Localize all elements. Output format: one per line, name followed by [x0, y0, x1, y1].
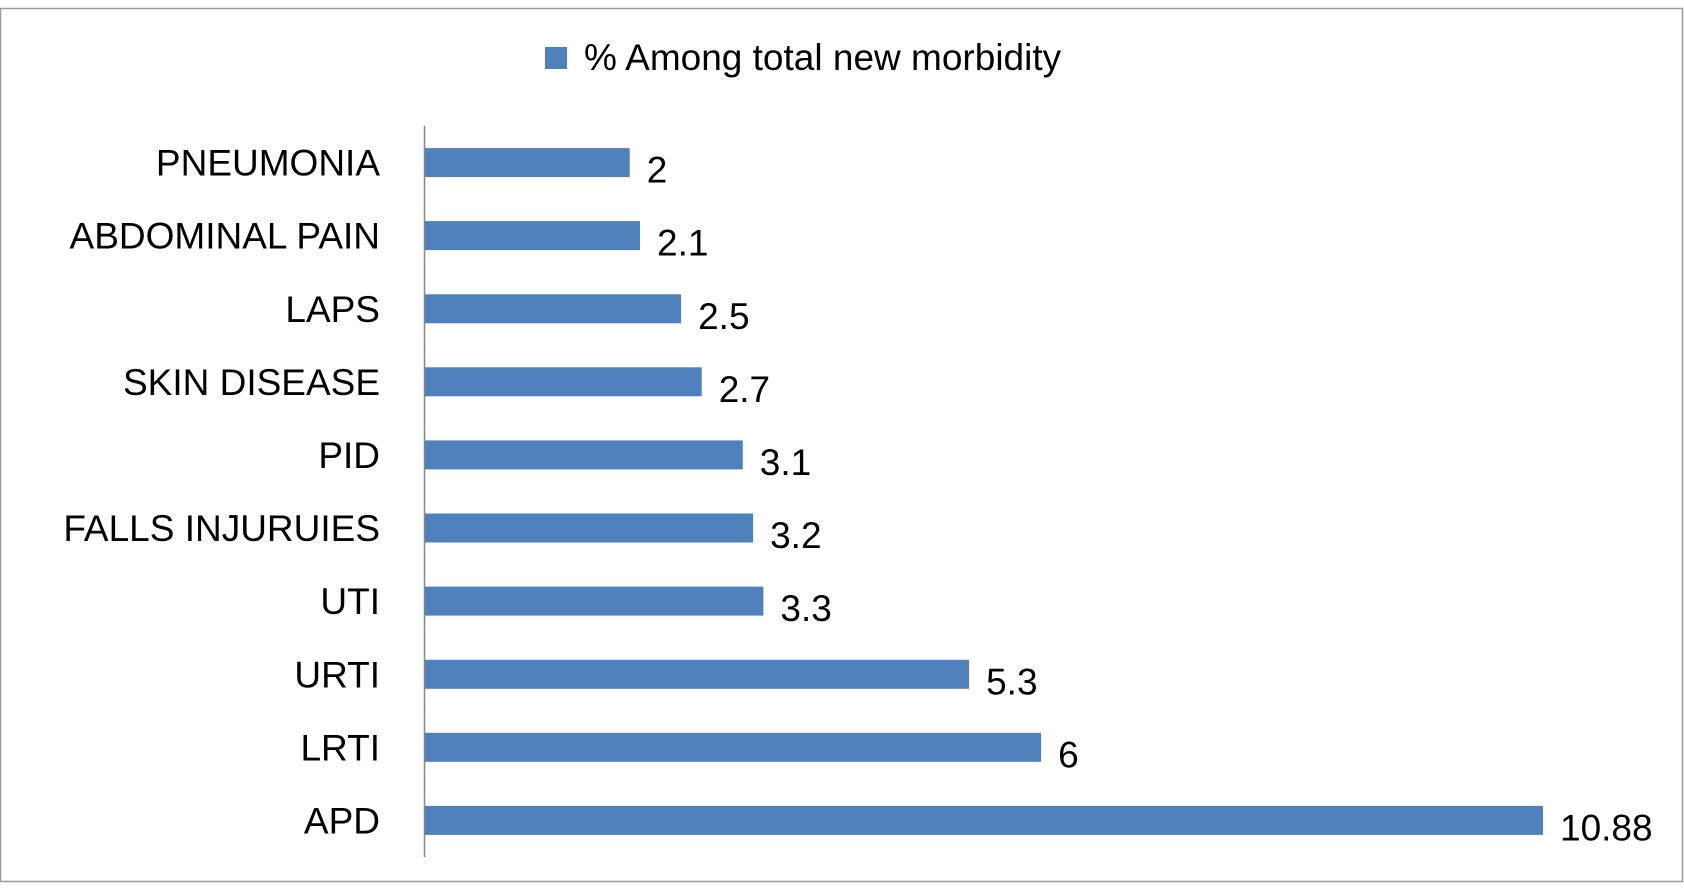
bar-skin-disease	[424, 367, 702, 397]
data-label: 2	[647, 150, 668, 191]
category-label: UTI	[320, 581, 380, 622]
bar-lrti	[424, 732, 1042, 762]
bar-laps	[424, 294, 682, 324]
legend: % Among total new morbidity	[545, 37, 1062, 78]
data-label: 2.7	[719, 369, 770, 410]
data-label: 5.3	[986, 661, 1037, 702]
data-label: 6	[1058, 734, 1079, 775]
category-label: LRTI	[300, 727, 380, 768]
value-labels: 2 2.1 2.5 2.7 3.1 3.2 3.3 5.3 6 10.88	[647, 150, 1653, 849]
category-label: FALLS INJURUIES	[63, 508, 380, 549]
data-label: 3.2	[770, 515, 821, 556]
legend-label: % Among total new morbidity	[584, 37, 1062, 78]
category-label: SKIN DISEASE	[123, 362, 380, 403]
bar-uti	[424, 586, 764, 616]
category-label: LAPS	[285, 289, 380, 330]
category-label: PNEUMONIA	[156, 143, 380, 184]
data-label: 3.1	[760, 442, 811, 483]
category-label: APD	[304, 800, 380, 841]
data-label: 3.3	[780, 588, 831, 629]
category-label: PID	[318, 435, 380, 476]
bars-group	[424, 148, 1543, 835]
category-label: URTI	[294, 654, 380, 695]
bar-urti	[424, 659, 970, 689]
category-label: ABDOMINAL PAIN	[70, 216, 380, 257]
data-label: 2.1	[657, 223, 708, 264]
data-label: 2.5	[698, 296, 749, 337]
data-label: 10.88	[1560, 807, 1653, 848]
bar-pid	[424, 440, 743, 470]
legend-swatch	[545, 47, 567, 69]
bar-pneumonia	[424, 148, 630, 178]
bar-abdominal-pain	[424, 221, 640, 251]
bar-falls-injuruies	[424, 513, 754, 543]
category-labels: PNEUMONIA ABDOMINAL PAIN LAPS SKIN DISEASE P…	[63, 143, 380, 842]
bar-apd	[424, 805, 1543, 835]
